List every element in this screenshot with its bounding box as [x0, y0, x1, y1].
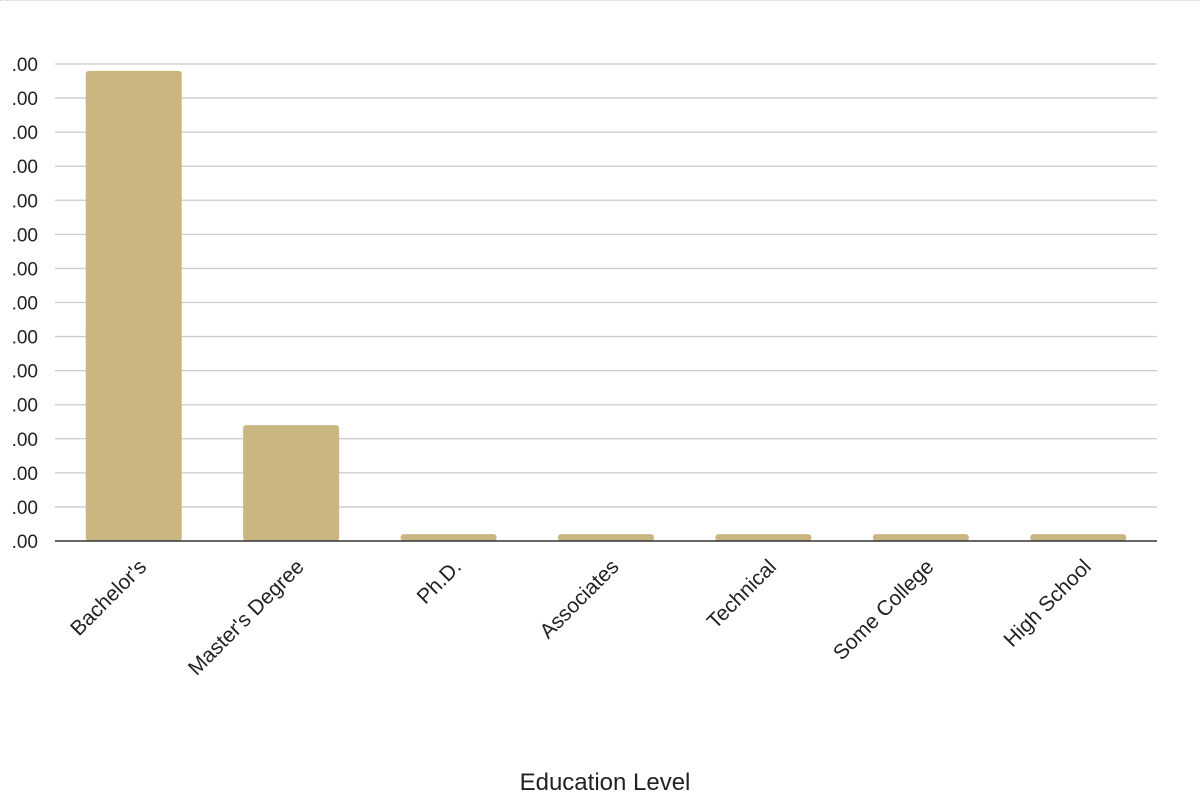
y-tick-label: .00: [12, 191, 38, 212]
y-tick-label: .00: [12, 123, 38, 144]
x-axis-title: Education Level: [520, 769, 691, 796]
gridlines: [55, 63, 1157, 508]
y-tick-label: .00: [12, 464, 38, 485]
x-tick-label: Ph.D.: [413, 555, 466, 608]
bar: [715, 534, 812, 541]
y-tick-label: .00: [12, 294, 38, 315]
bar: [243, 425, 340, 541]
y-tick-label: .00: [12, 430, 38, 451]
x-tick-label: Some College: [829, 555, 939, 665]
y-tick-label: .00: [12, 225, 38, 246]
y-tick-label: .00: [12, 532, 38, 553]
bar: [1030, 534, 1127, 541]
bar: [400, 534, 497, 541]
y-tick-label: .00: [12, 157, 38, 178]
x-tick-label: Bachelor's: [66, 555, 151, 640]
x-tick-label: Master's Degree: [184, 555, 309, 680]
y-tick-label: .00: [12, 362, 38, 383]
bars: [85, 70, 1127, 542]
top-border: [0, 0, 1200, 1]
bar: [872, 534, 969, 541]
x-tick-label: High School: [999, 555, 1095, 651]
bar: [85, 70, 182, 542]
y-tick-label: .00: [12, 498, 38, 519]
x-tick-label: Associates: [535, 555, 623, 643]
y-tick-label: .00: [12, 328, 38, 349]
x-tick-label: Technical: [703, 555, 781, 633]
y-tick-label: .00: [12, 89, 38, 110]
y-tick-label: .00: [12, 259, 38, 280]
y-tick-label: .00: [12, 396, 38, 417]
y-tick-label: .00: [12, 55, 38, 76]
bar: [558, 534, 654, 541]
